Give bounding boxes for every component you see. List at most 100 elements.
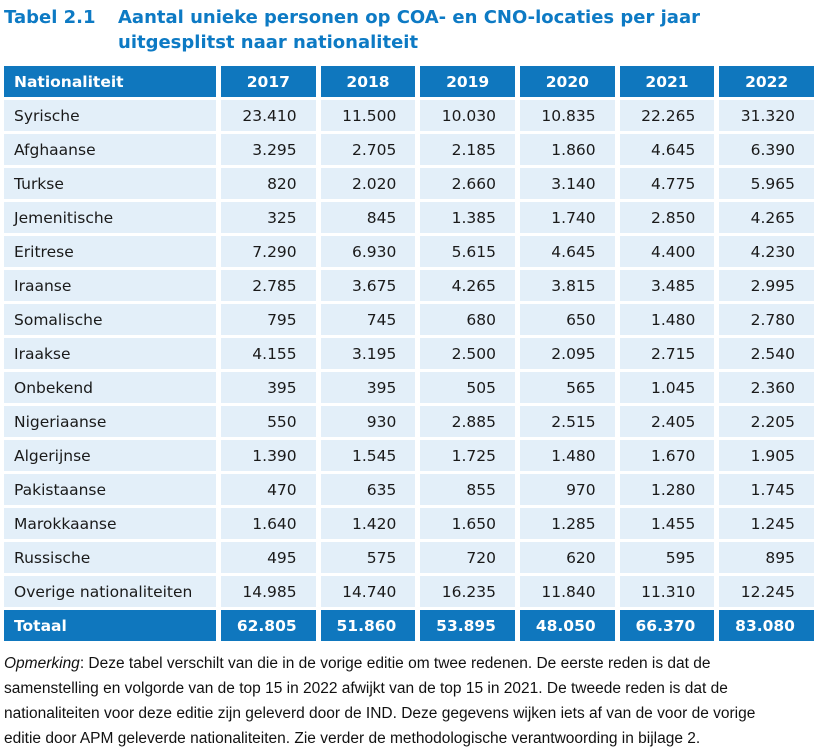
column-header-2018: 2018 bbox=[320, 66, 416, 97]
row-label: Nigeriaanse bbox=[4, 406, 216, 437]
cell: 14.985 bbox=[221, 576, 316, 607]
cell: 14.740 bbox=[320, 576, 416, 607]
cell: 1.420 bbox=[320, 508, 416, 539]
cell: 505 bbox=[420, 372, 515, 403]
cell: 3.815 bbox=[519, 270, 615, 301]
note-line-1: Opmerking: Deze tabel verschilt van die … bbox=[4, 651, 814, 676]
row-label: Iraanse bbox=[4, 270, 216, 301]
row-label: Russische bbox=[4, 542, 216, 573]
cell: 2.995 bbox=[719, 270, 814, 301]
cell: 720 bbox=[420, 542, 515, 573]
cell: 10.835 bbox=[519, 100, 615, 131]
cell: 680 bbox=[420, 304, 515, 335]
cell: 495 bbox=[221, 542, 316, 573]
cell: 2.540 bbox=[719, 338, 814, 369]
cell: 565 bbox=[519, 372, 615, 403]
cell: 3.295 bbox=[221, 134, 316, 165]
cell: 5.965 bbox=[719, 168, 814, 199]
table-title: Tabel 2.1 Aantal unieke personen op COA-… bbox=[4, 5, 814, 55]
cell: 1.480 bbox=[519, 440, 615, 471]
row-label: Eritrese bbox=[4, 236, 216, 267]
note-line-4: editie door APM geleverde nationaliteite… bbox=[4, 730, 701, 747]
cell: 595 bbox=[619, 542, 715, 573]
cell: 16.235 bbox=[420, 576, 515, 607]
cell: 31.320 bbox=[719, 100, 814, 131]
cell: 845 bbox=[320, 202, 416, 233]
cell: 4.645 bbox=[519, 236, 615, 267]
cell: 2.095 bbox=[519, 338, 615, 369]
row-label: Jemenitische bbox=[4, 202, 216, 233]
cell: 4.265 bbox=[420, 270, 515, 301]
cell: 4.265 bbox=[719, 202, 814, 233]
cell: 745 bbox=[320, 304, 416, 335]
cell: 1.860 bbox=[519, 134, 615, 165]
note-line-3: nationaliteiten voor deze editie zijn ge… bbox=[4, 705, 756, 722]
cell: 10.030 bbox=[420, 100, 515, 131]
cell: 1.745 bbox=[719, 474, 814, 505]
cell: 1.650 bbox=[420, 508, 515, 539]
title-line-1: Aantal unieke personen op COA- en CNO-lo… bbox=[118, 7, 700, 28]
row-label: Algerijnse bbox=[4, 440, 216, 471]
column-header-2021: 2021 bbox=[619, 66, 715, 97]
cell: 4.400 bbox=[619, 236, 715, 267]
cell: 820 bbox=[221, 168, 316, 199]
cell: 3.140 bbox=[519, 168, 615, 199]
cell: 22.265 bbox=[619, 100, 715, 131]
note-line-2: samenstelling en volgorde van de top 15 … bbox=[4, 680, 728, 697]
cell: 3.195 bbox=[320, 338, 416, 369]
row-label: Onbekend bbox=[4, 372, 216, 403]
cell: 2.205 bbox=[719, 406, 814, 437]
column-header-2017: 2017 bbox=[221, 66, 316, 97]
column-header-2019: 2019 bbox=[420, 66, 515, 97]
cell: 1.905 bbox=[719, 440, 814, 471]
column-header-2020: 2020 bbox=[519, 66, 615, 97]
cell: 395 bbox=[320, 372, 416, 403]
cell: 2.705 bbox=[320, 134, 416, 165]
cell: 1.280 bbox=[619, 474, 715, 505]
cell: 1.390 bbox=[221, 440, 316, 471]
cell: 6.390 bbox=[719, 134, 814, 165]
row-label: Afghaanse bbox=[4, 134, 216, 165]
cell: 4.230 bbox=[719, 236, 814, 267]
cell: 550 bbox=[221, 406, 316, 437]
total-cell: 83.080 bbox=[719, 610, 814, 641]
cell: 2.850 bbox=[619, 202, 715, 233]
cell: 4.775 bbox=[619, 168, 715, 199]
cell: 395 bbox=[221, 372, 316, 403]
total-cell: 51.860 bbox=[320, 610, 416, 641]
column-header-2022: 2022 bbox=[719, 66, 814, 97]
cell: 11.500 bbox=[320, 100, 416, 131]
cell: 635 bbox=[320, 474, 416, 505]
cell: 4.645 bbox=[619, 134, 715, 165]
row-label: Turkse bbox=[4, 168, 216, 199]
note-line-1-text: : Deze tabel verschilt van die in de vor… bbox=[79, 655, 711, 672]
cell: 2.405 bbox=[619, 406, 715, 437]
row-label: Iraakse bbox=[4, 338, 216, 369]
row-label: Syrische bbox=[4, 100, 216, 131]
note-label: Opmerking bbox=[4, 655, 80, 672]
cell: 2.780 bbox=[719, 304, 814, 335]
cell: 11.840 bbox=[519, 576, 615, 607]
cell: 1.245 bbox=[719, 508, 814, 539]
cell: 2.715 bbox=[619, 338, 715, 369]
cell: 2.885 bbox=[420, 406, 515, 437]
cell: 470 bbox=[221, 474, 316, 505]
cell: 5.615 bbox=[420, 236, 515, 267]
cell: 6.930 bbox=[320, 236, 416, 267]
cell: 575 bbox=[320, 542, 416, 573]
table-number: Tabel 2.1 bbox=[4, 7, 96, 28]
cell: 1.670 bbox=[619, 440, 715, 471]
total-cell: 53.895 bbox=[420, 610, 515, 641]
cell: 2.185 bbox=[420, 134, 515, 165]
cell: 4.155 bbox=[221, 338, 316, 369]
column-header-nationaliteit: Nationaliteit bbox=[4, 66, 216, 97]
cell: 2.660 bbox=[420, 168, 515, 199]
cell: 2.020 bbox=[320, 168, 416, 199]
cell: 1.455 bbox=[619, 508, 715, 539]
cell: 7.290 bbox=[221, 236, 316, 267]
nationality-table: Nationaliteit 2017 2018 2019 2020 2021 2… bbox=[4, 66, 814, 641]
cell: 2.500 bbox=[420, 338, 515, 369]
total-cell: 66.370 bbox=[619, 610, 715, 641]
cell: 12.245 bbox=[719, 576, 814, 607]
